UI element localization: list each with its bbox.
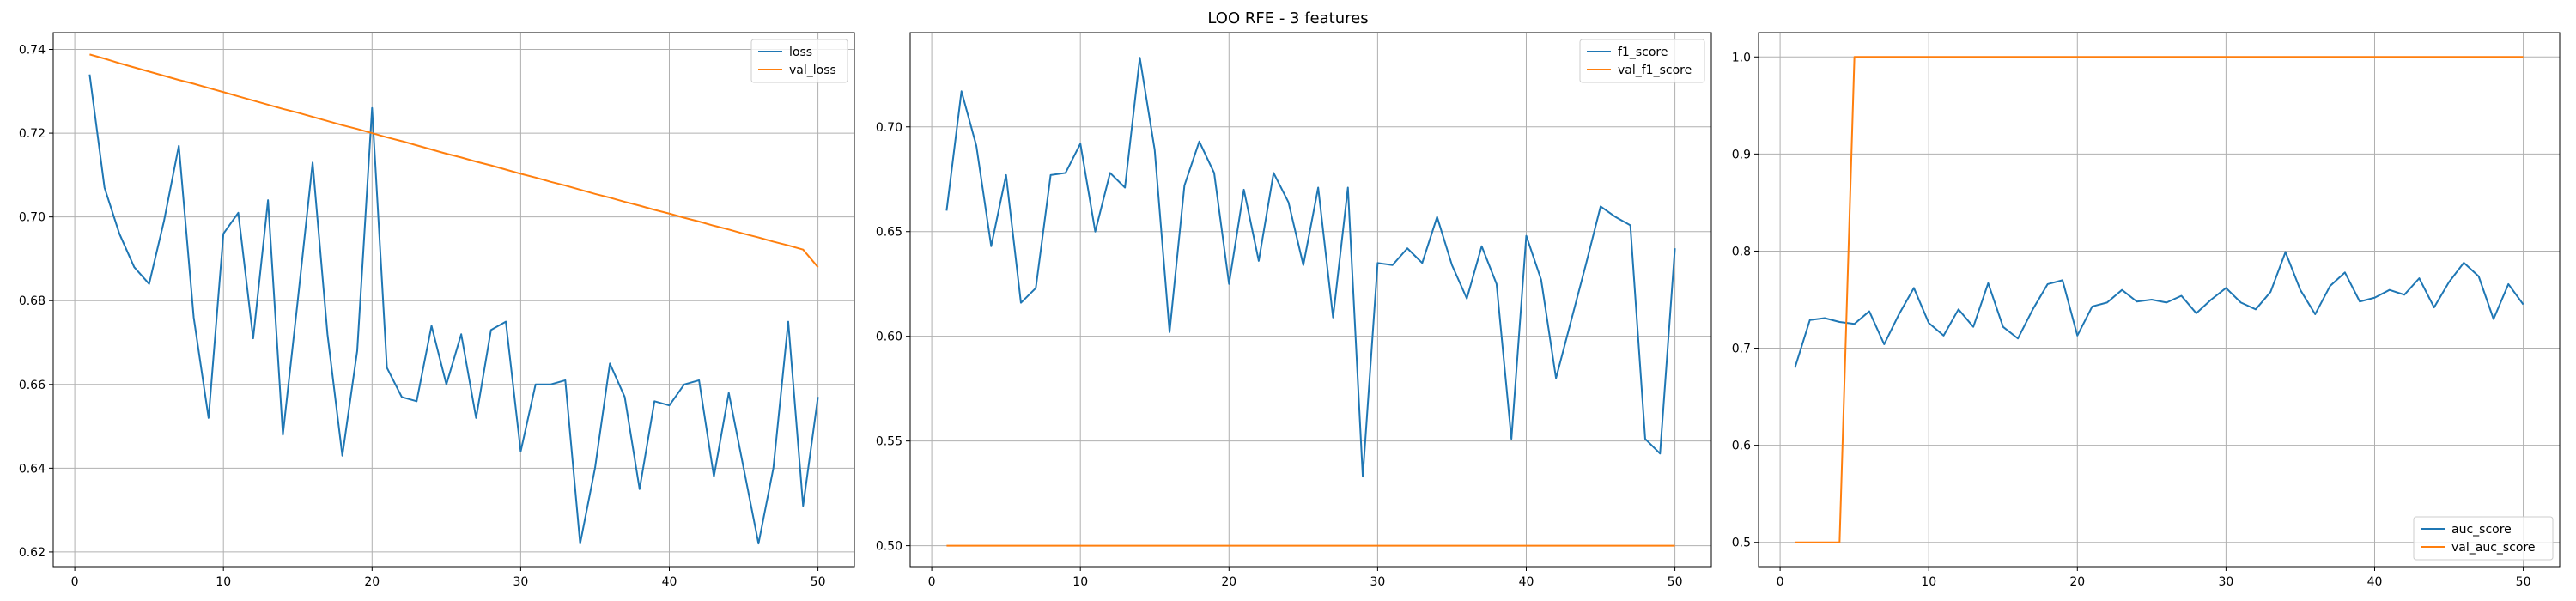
axes-frame (909, 32, 1712, 568)
subplot-1: 0 10 20 30 40 50 0.62 0.64 0.66 0.68 0.70 0.72 0.74 l… (19, 32, 855, 589)
subplot-3: 0 10 20 30 40 50 0.5 0.6 0.7 0.8 0.9 1.0 auc_scoreva… (1732, 32, 2561, 589)
legend-label-val_auc_score: val_auc_score (2451, 541, 2536, 555)
series-line-auc_score (1794, 251, 2524, 368)
axes-frame (52, 32, 855, 568)
legend-box (1579, 39, 1705, 83)
subplot-panels: 0 10 20 30 40 500.620.640.660.680.700.720.74 l… (19, 32, 2561, 589)
y-tick-label: 0.9 (1732, 148, 1751, 161)
y-tick-label: 0.66 (19, 379, 46, 392)
legend-label-f1_score: f1_score (1618, 46, 1668, 59)
x-tick-label: 10 (1072, 575, 1088, 589)
y-tick-label: 0.64 (19, 462, 46, 476)
y-tick-label: 0.65 (876, 226, 902, 240)
x-tick-label: 30 (513, 575, 528, 589)
x-tick-label: 50 (2516, 575, 2531, 589)
y-tick-label: 0.7 (1732, 343, 1751, 356)
y-tick-label: 1.0 (1732, 51, 1751, 64)
x-tick-label: 30 (2218, 575, 2233, 589)
y-tick-label: 0.70 (876, 121, 902, 135)
x-tick-label: 50 (1668, 575, 1683, 589)
x-tick-label: 20 (1221, 575, 1236, 589)
axes-frame (1758, 32, 2561, 568)
x-tick-label: 0 (71, 575, 79, 589)
legend-label-val_f1_score: val_f1_score (1618, 64, 1692, 77)
legend-label-val_loss: val_loss (789, 64, 836, 77)
x-tick-label: 50 (811, 575, 826, 589)
x-tick-label: 20 (364, 575, 380, 589)
y-tick-label: 0.6 (1732, 440, 1751, 453)
x-tick-label: 30 (1370, 575, 1385, 589)
figure-title: LOO RFE - 3 features (1207, 9, 1368, 27)
legend: f1_score val_f1_score (1579, 39, 1705, 83)
legend-box (750, 39, 848, 83)
y-tick-label: 0.5 (1732, 537, 1751, 550)
x-tick-label: 10 (216, 575, 231, 589)
legend-label-loss: loss (789, 46, 812, 59)
legend-label-auc_score: auc_score (2451, 523, 2512, 537)
series-line-loss (88, 74, 819, 545)
y-tick-label: 0.60 (876, 331, 902, 344)
y-tick-label: 0.70 (19, 211, 46, 225)
x-tick-label: 10 (1921, 575, 1936, 589)
legend: auc_score val_auc_score (2413, 516, 2554, 561)
x-tick-label: 20 (2069, 575, 2085, 589)
series-line-val_loss (89, 53, 819, 268)
y-tick-label: 0.50 (876, 540, 902, 554)
y-tick-label: 0.55 (876, 435, 902, 449)
x-tick-label: 40 (662, 575, 677, 589)
x-tick-label: 40 (1519, 575, 1534, 589)
y-tick-label: 0.68 (19, 294, 46, 308)
subplot-2: 0 10 20 30 40 50 0.50 0.55 0.60 0.65 0.70 f1_scorev… (876, 32, 1712, 589)
x-tick-label: 0 (928, 575, 936, 589)
y-tick-label: 0.8 (1732, 245, 1751, 258)
series-line-f1_score (945, 57, 1676, 478)
y-tick-label: 0.74 (19, 44, 46, 58)
x-tick-label: 0 (1777, 575, 1784, 589)
legend-box (2413, 516, 2554, 561)
y-tick-label: 0.62 (19, 546, 46, 560)
legend: loss val_loss (750, 39, 848, 83)
series-line-val_auc_score (1795, 56, 2524, 543)
y-tick-label: 0.72 (19, 127, 46, 141)
x-tick-label: 40 (2367, 575, 2383, 589)
